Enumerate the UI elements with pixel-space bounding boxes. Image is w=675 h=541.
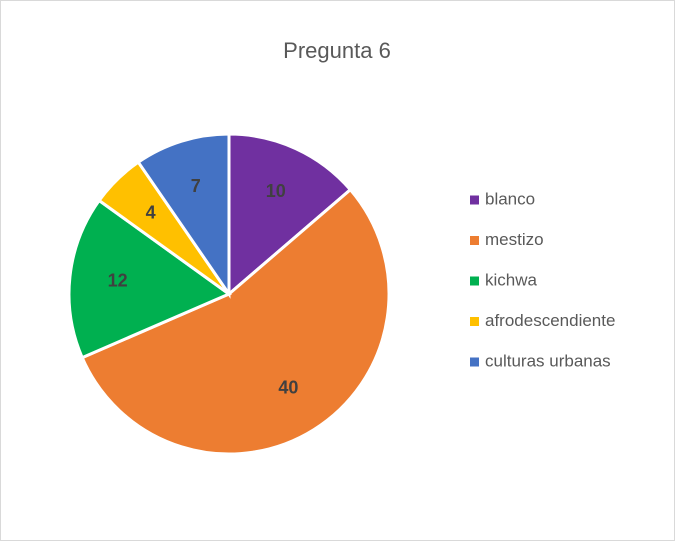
pie-slice [80,187,391,456]
legend-swatch [470,317,479,326]
legend-swatch [470,357,479,367]
data-label: 40 [278,378,298,398]
chart-title: Pregunta 6 [283,38,391,63]
pie-slice [136,132,231,299]
legend-label: blanco [485,189,535,208]
legend-label: kichwa [485,270,538,289]
legend-label: afrodescendiente [485,311,615,330]
legend-swatch [470,195,479,205]
legend-label: mestizo [485,230,544,249]
data-label: 7 [191,176,201,196]
data-label: 4 [146,203,156,223]
legend-swatch [470,236,479,245]
data-label: 10 [266,181,286,201]
legend-label: culturas urbanas [485,351,611,370]
pie-slice [227,132,353,298]
legend-swatch [470,276,479,286]
pie-slice [67,198,233,360]
data-label: 12 [108,271,128,291]
